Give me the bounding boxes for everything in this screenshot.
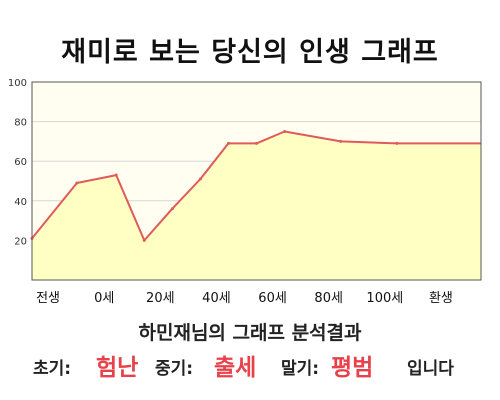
- x-tick-label: 환생: [429, 291, 453, 306]
- data-point: [226, 141, 230, 145]
- x-axis-ticks: 전생 0세 20세 40세 60세 80세 100세 환생: [36, 291, 453, 306]
- x-tick-label: 60세: [258, 291, 287, 306]
- early-label: 초기:: [33, 359, 72, 379]
- x-tick-label: 100세: [366, 291, 403, 306]
- life-graph-chart: 20 40 60 80 100 전생 0세 20세 40세 60세 80세 100세 환생: [8, 78, 482, 306]
- middle-label: 중기:: [155, 359, 194, 379]
- late-label: 말기:: [281, 359, 320, 379]
- y-tick-label: 80: [14, 118, 27, 129]
- early-value: 험난: [96, 355, 139, 381]
- data-point: [142, 238, 146, 242]
- y-tick-label: 100: [8, 78, 27, 89]
- middle-value: 출세: [214, 355, 257, 381]
- late-value: 평범: [331, 355, 374, 381]
- data-point: [170, 207, 174, 211]
- x-tick-label: 전생: [36, 291, 60, 306]
- y-axis-ticks: 20 40 60 80 100: [8, 78, 27, 247]
- analysis-verdict: 초기: 험난 중기: 출세 말기: 평범 입니다: [0, 344, 500, 384]
- x-tick-label: 0세: [94, 291, 114, 306]
- x-tick-label: 40세: [202, 291, 231, 306]
- y-tick-label: 40: [14, 197, 27, 208]
- life-line: [31, 130, 481, 242]
- analysis-title: 하민재님의 그래프 분석결과: [138, 322, 362, 344]
- data-point: [283, 130, 287, 133]
- x-tick-label: 20세: [146, 291, 175, 306]
- data-point: [198, 177, 202, 181]
- data-point: [395, 141, 399, 145]
- page-title: 재미로 보는 당신의 인생 그래프: [61, 37, 439, 68]
- data-point: [114, 173, 118, 177]
- data-point: [75, 181, 79, 185]
- x-tick-label: 80세: [314, 291, 343, 306]
- y-tick-label: 20: [14, 236, 27, 247]
- data-point: [339, 139, 343, 143]
- ending-text: 입니다: [407, 359, 454, 379]
- y-tick-label: 60: [14, 157, 27, 168]
- plot-border: [31, 81, 482, 281]
- life-area-fill: [32, 131, 481, 280]
- data-point: [255, 141, 258, 145]
